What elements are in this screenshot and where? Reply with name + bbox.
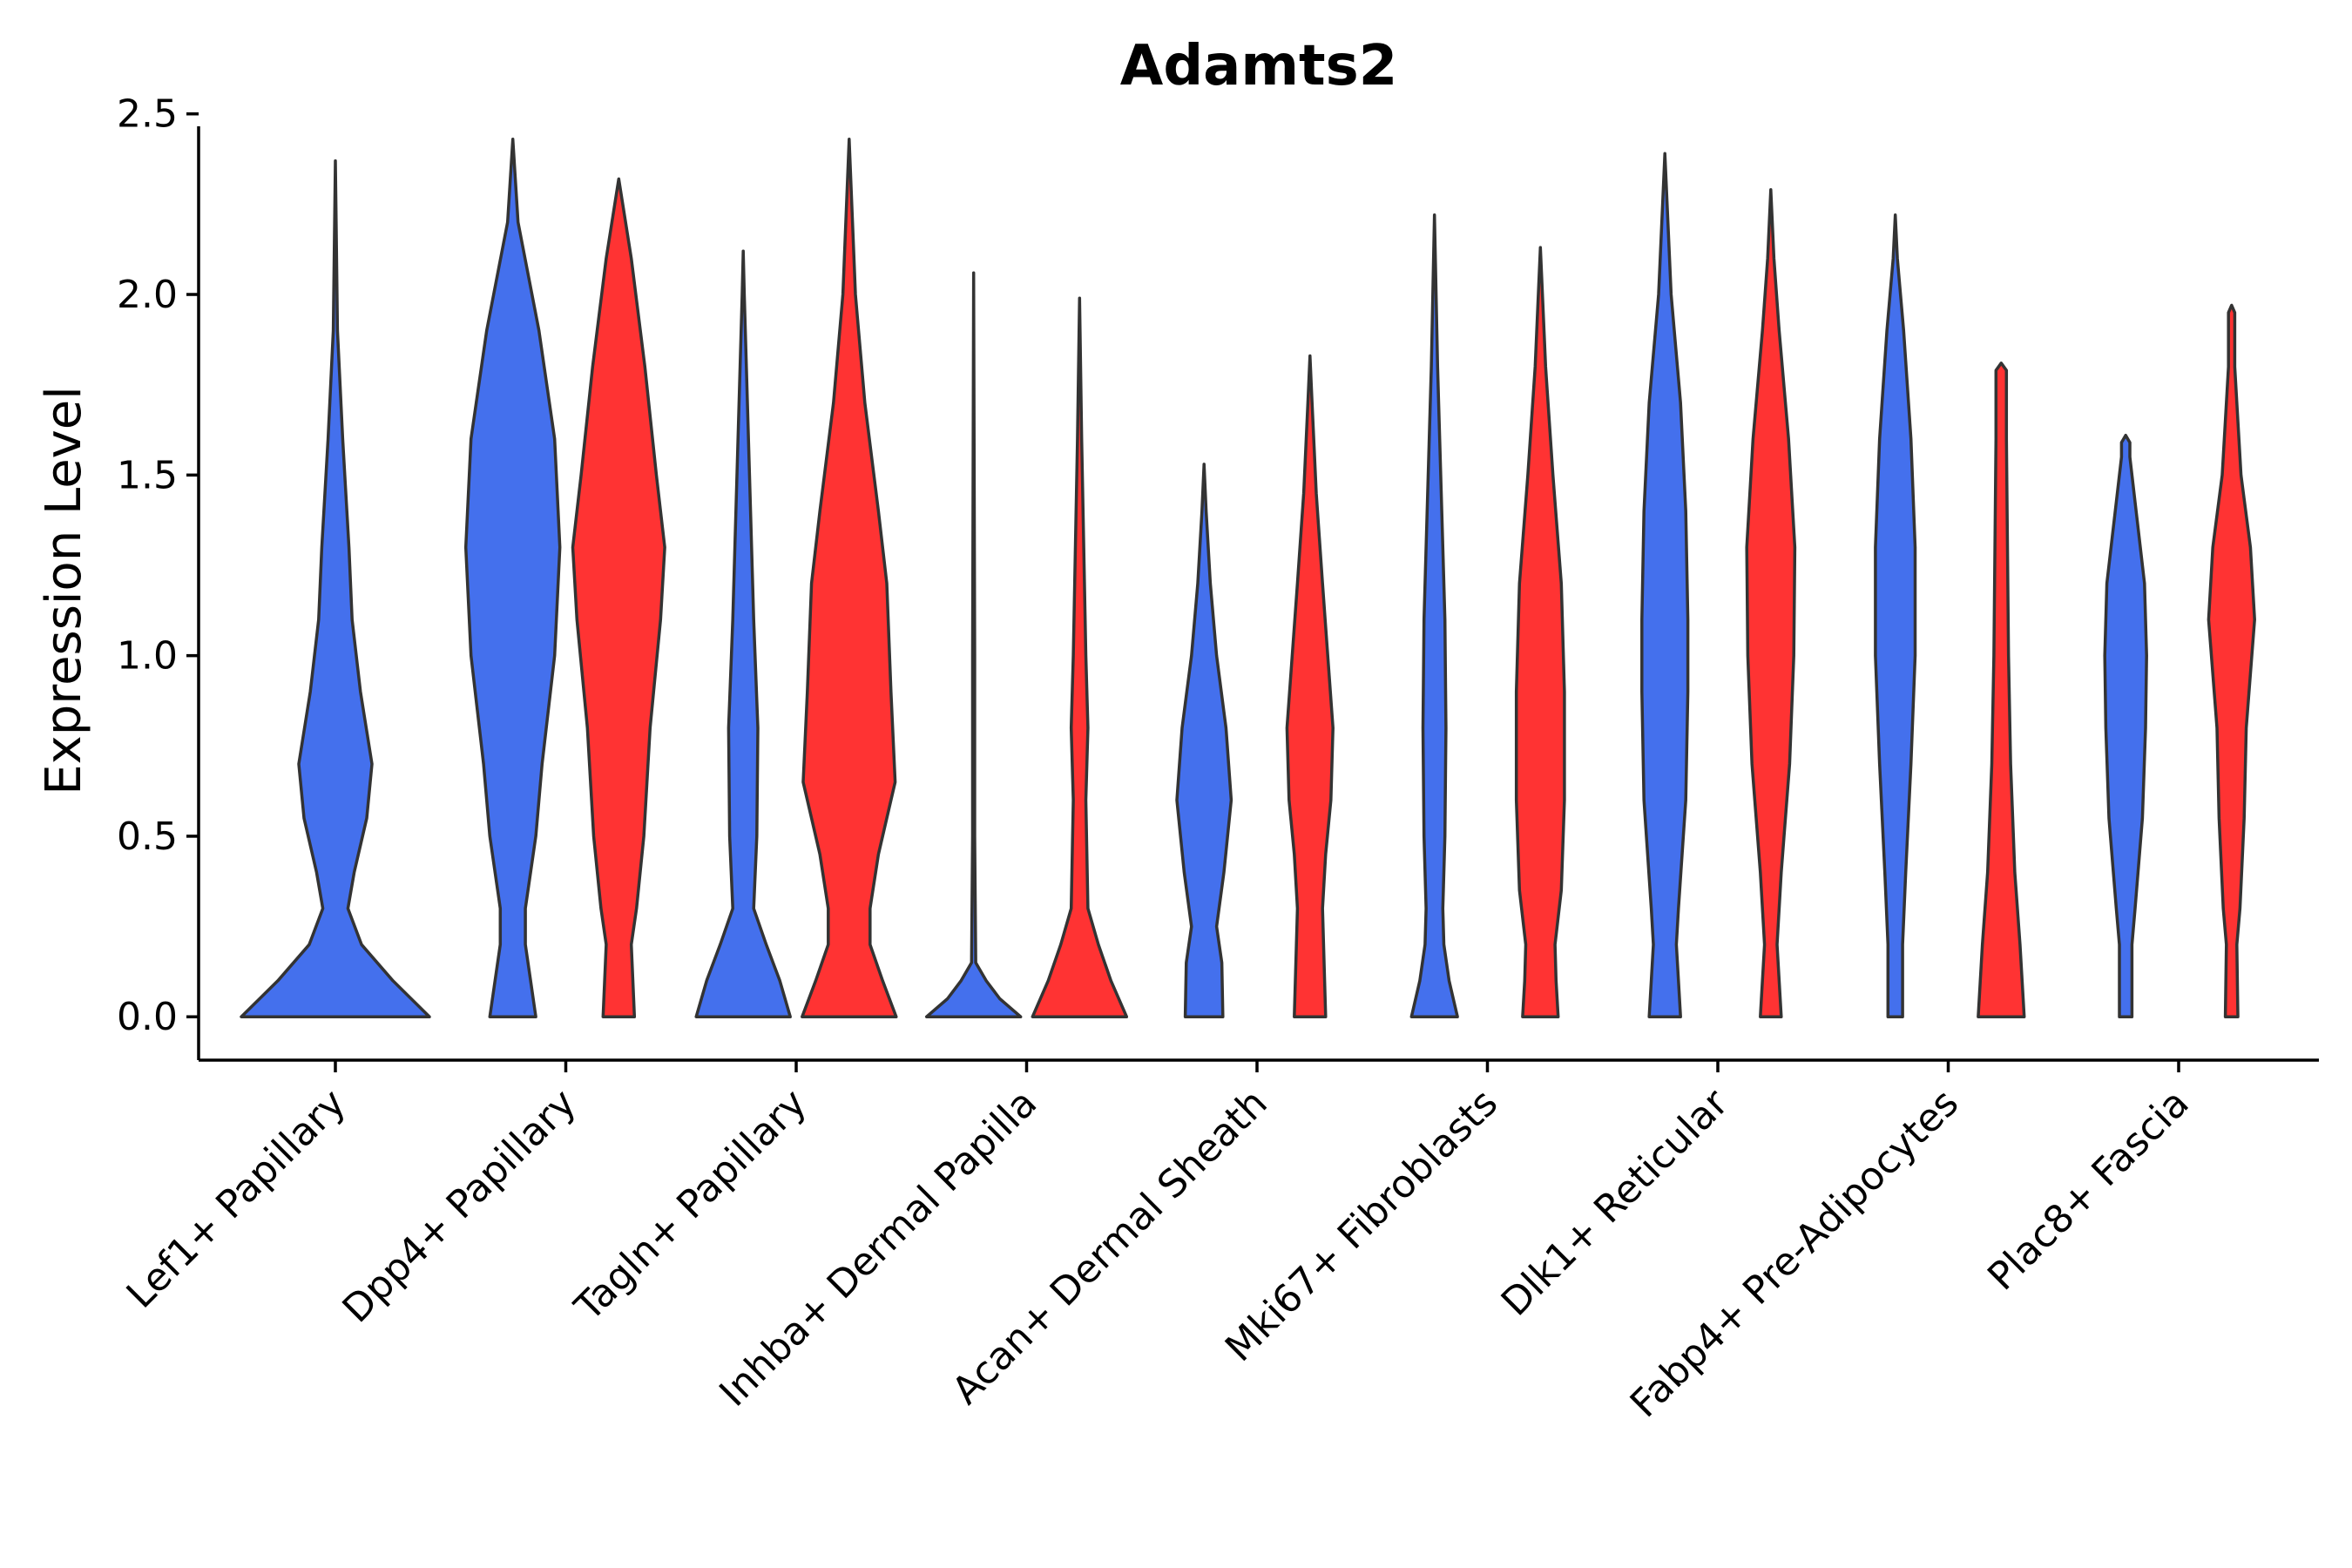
violin-fabp4-pos-pre-adipocytes-group-2 <box>1977 362 2026 1018</box>
violin-plac8-pos-fascia-group-2 <box>2207 303 2256 1018</box>
violin-dpp4-pos-papillary-group-2 <box>571 177 666 1018</box>
x-tick-label-dlk1-pos-reticular: Dlk1+ Reticular <box>1493 1080 1738 1325</box>
x-tick-label-dpp4-pos-papillary: Dpp4+ Papillary <box>335 1081 585 1332</box>
violin-inhba-pos-dermal-papilla-group-1 <box>924 271 1023 1018</box>
x-tick-label-plac8-pos-fascia: Plac8+ Fascia <box>1979 1081 2198 1300</box>
violin-tagln-pos-papillary-group-2 <box>801 138 898 1018</box>
y-axis: 0.0 0.5 1.0 1.5 2.0 2.5 <box>117 92 200 1060</box>
x-tick-label-tagln-pos-papillary: Tagln+ Papillary <box>566 1081 815 1330</box>
y-tick-label: 0.0 <box>117 995 178 1039</box>
violin-inhba-pos-dermal-papilla-group-2 <box>1031 296 1129 1018</box>
y-tick-label: 1.0 <box>117 634 178 679</box>
y-tick-label: 2.5 <box>117 92 178 137</box>
y-tick-label: 0.5 <box>117 814 178 859</box>
chart-title: Adamts2 <box>1120 34 1397 98</box>
y-tick-label: 2.0 <box>117 273 178 317</box>
violin-plac8-pos-fascia-group-1 <box>2103 433 2148 1018</box>
violin-dlk1-pos-reticular-group-2 <box>1745 188 1797 1018</box>
violin-dpp4-pos-papillary-group-1 <box>463 138 562 1018</box>
violin-mki67-pos-fibroblasts-group-2 <box>1514 246 1566 1018</box>
violin-dlk1-pos-reticular-group-1 <box>1640 152 1690 1018</box>
violin-lef1-pos-papillary-group-1 <box>240 159 431 1018</box>
x-tick-label-lef1-pos-papillary: Lef1+ Papillary <box>118 1081 355 1317</box>
y-tick-label: 1.5 <box>117 453 178 497</box>
violin-fabp4-pos-pre-adipocytes-group-1 <box>1874 213 1917 1018</box>
violin-group <box>240 138 2256 1018</box>
y-axis-label: Expression Level <box>36 386 92 795</box>
violin-tagln-pos-papillary-group-1 <box>694 249 792 1018</box>
violin-mki67-pos-fibroblasts-group-1 <box>1409 213 1459 1018</box>
violin-acan-pos-dermal-sheath-group-1 <box>1175 463 1233 1018</box>
violin-acan-pos-dermal-sheath-group-2 <box>1285 354 1335 1018</box>
